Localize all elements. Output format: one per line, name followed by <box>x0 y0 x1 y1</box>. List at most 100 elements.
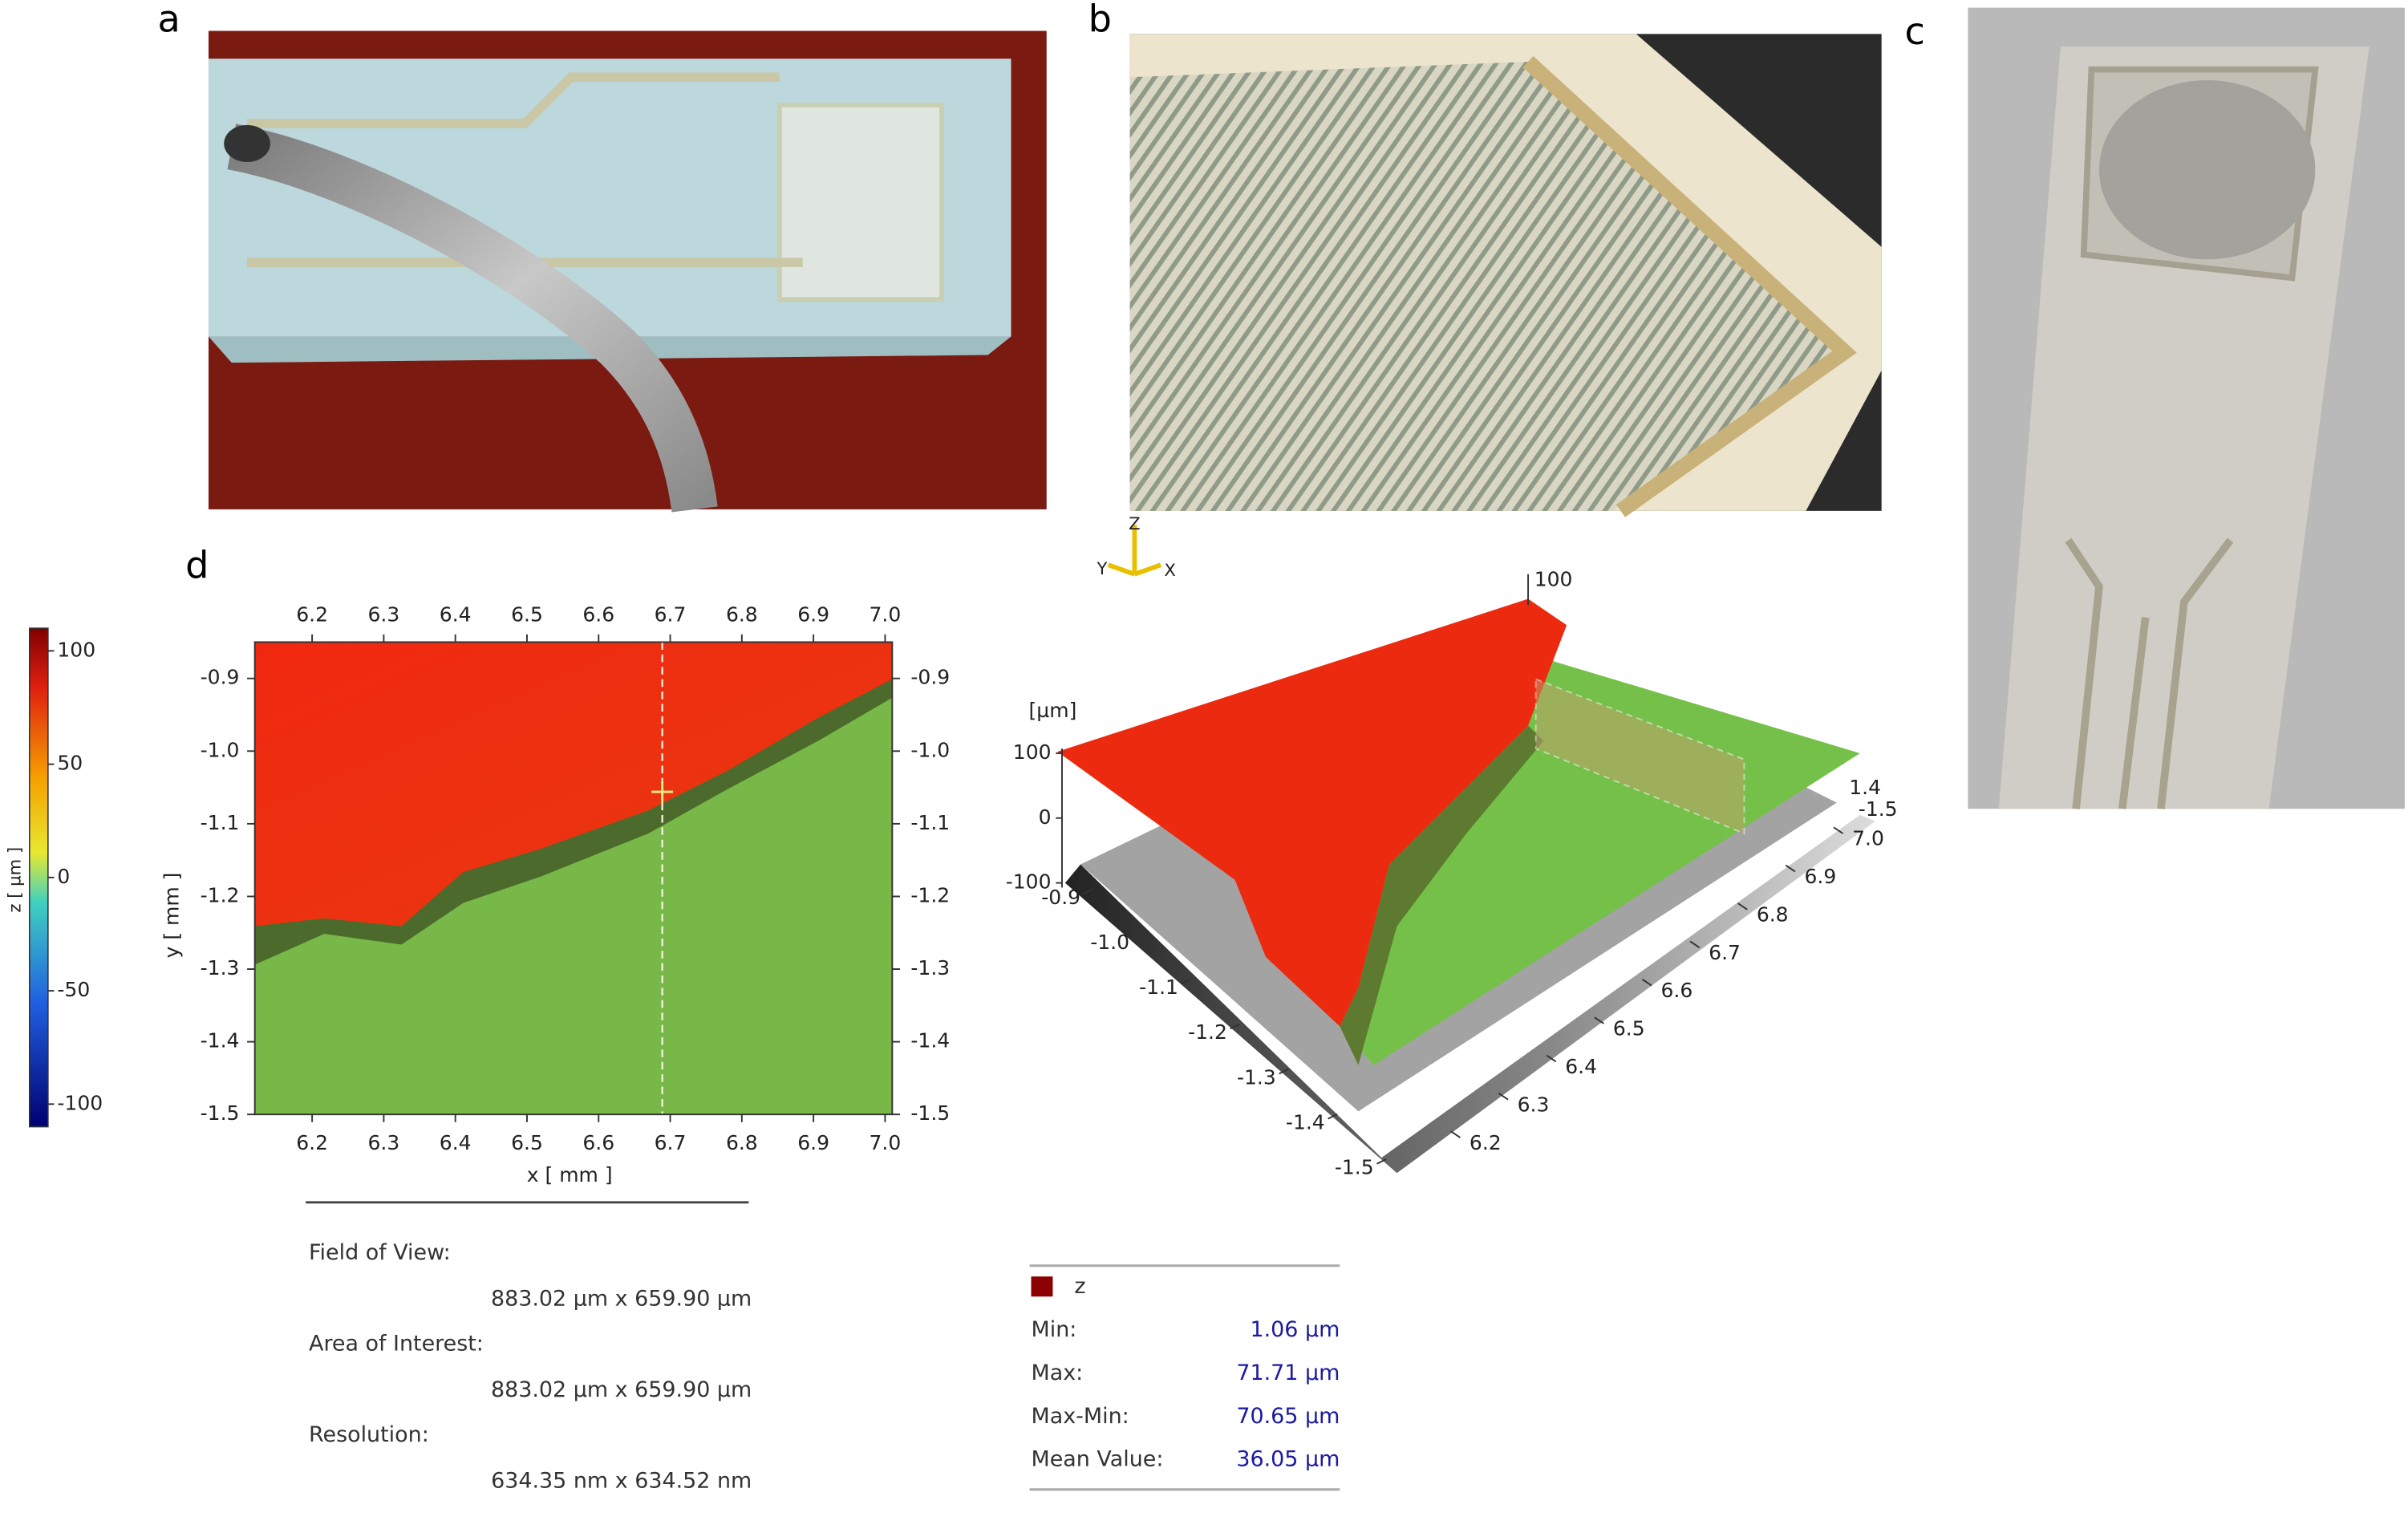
y-tick-label: -1.4 <box>910 1029 950 1052</box>
stat-value: 70.65 µm <box>1236 1404 1340 1429</box>
y-tick-label: -1.1 <box>201 811 240 834</box>
y-axis-label: y [ mm ] <box>160 873 184 959</box>
info-value: 883.02 µm x 659.90 µm <box>491 1287 752 1312</box>
legend-label: z <box>1074 1274 1085 1299</box>
z-tick-label: -100 <box>1006 870 1052 894</box>
y-tick <box>1083 888 1093 894</box>
photo-a <box>208 30 1047 513</box>
y-tick-label: -1.0 <box>201 738 240 761</box>
x-tick-label: 6.8 <box>1757 902 1789 926</box>
y-tick-label: -1.3 <box>910 956 950 979</box>
y-tick-label: -1.0 <box>910 738 950 761</box>
x-tick-label: 6.9 <box>1804 865 1836 888</box>
x-tick <box>1594 1016 1604 1024</box>
x-tick-label: 6.7 <box>1709 941 1741 964</box>
stat-label: Min: <box>1032 1317 1077 1342</box>
x-tick-label: 6.6 <box>1661 979 1693 1002</box>
photo-b <box>1129 34 1882 517</box>
colorbar-tick-label: 0 <box>57 865 70 888</box>
z-top-tick: 100 <box>1534 567 1573 590</box>
x-tick-label: 6.9 <box>797 1131 829 1154</box>
x-tick <box>1450 1130 1461 1138</box>
photo-c <box>1968 7 2405 809</box>
far-y-tick: -1.5 <box>1859 797 1898 821</box>
x-tick-label: 6.4 <box>440 1131 472 1154</box>
far-y-tick: 1.4 <box>1849 776 1881 799</box>
colorbar-tick-label: -50 <box>57 978 90 1001</box>
info-label: Resolution: <box>309 1422 429 1447</box>
y-tick-label: -1.3 <box>201 956 240 979</box>
x-tick <box>1833 826 1844 834</box>
y-tick <box>1132 933 1142 940</box>
x-tick-label: 6.5 <box>511 1131 543 1154</box>
stat-value: 36.05 µm <box>1236 1447 1340 1472</box>
y-tick-label: -1.2 <box>201 883 240 906</box>
y-tick-label: -0.9 <box>201 666 240 689</box>
x-tick <box>1689 940 1701 948</box>
x-tick-label: 6.2 <box>1470 1131 1502 1154</box>
panel-label: c <box>1905 10 1925 53</box>
colorbar <box>28 627 49 1128</box>
x-axis-label: x [ mm ] <box>527 1163 613 1186</box>
height-map <box>253 641 894 1116</box>
x-tick <box>1641 979 1652 987</box>
axis-letter: Z <box>1129 513 1141 533</box>
x-tick <box>1737 902 1748 911</box>
x-tick-label: 6.5 <box>1613 1017 1645 1040</box>
y-tick <box>1230 1023 1240 1030</box>
panel-label: a <box>157 0 180 40</box>
y-tick-label: -1.1 <box>1139 975 1178 999</box>
y-tick <box>1376 1158 1387 1165</box>
y-tick-label: -1.1 <box>910 811 950 834</box>
x-tick-label: 6.8 <box>726 1131 758 1154</box>
axis-letter: X <box>1164 560 1176 580</box>
x-tick-label: 7.0 <box>870 603 902 627</box>
y-tick-label: -1.2 <box>910 883 950 906</box>
stat-value: 1.06 µm <box>1250 1317 1340 1342</box>
z-tick-label: 100 <box>1013 740 1052 764</box>
x-tick-label: 6.2 <box>296 1131 328 1154</box>
stat-label: Mean Value: <box>1032 1447 1164 1472</box>
y-tick-label: -0.9 <box>1041 886 1080 909</box>
info-value: 634.35 nm x 634.52 nm <box>491 1469 752 1494</box>
y-tick-label: -0.9 <box>910 666 950 689</box>
y-tick <box>1181 978 1191 985</box>
y-tick-label: -1.0 <box>1090 931 1129 954</box>
x-tick-label: 6.7 <box>655 603 687 627</box>
x-tick-label: 6.8 <box>726 603 758 627</box>
y-tick-label: -1.5 <box>910 1101 950 1125</box>
y-tick-label: -1.4 <box>1286 1110 1325 1134</box>
x-tick <box>1546 1054 1557 1063</box>
y-tick-label: -1.2 <box>1188 1020 1227 1044</box>
stat-label: Max: <box>1032 1361 1084 1385</box>
x-tick <box>1498 1093 1509 1101</box>
x-tick-label: 6.6 <box>582 603 614 627</box>
x-tick-label: 6.3 <box>1518 1093 1550 1116</box>
x-tick-label: 6.7 <box>655 1131 687 1154</box>
axis-letter: Y <box>1097 558 1108 578</box>
x-tick-label: 7.0 <box>870 1131 902 1154</box>
colorbar-tick-label: 50 <box>57 752 83 775</box>
x-tick-label: 6.4 <box>1565 1055 1597 1078</box>
panel-label: b <box>1088 0 1112 40</box>
info-label: Area of Interest: <box>309 1331 484 1356</box>
z-axis-label: [µm] <box>1029 699 1077 722</box>
x-tick-label: 6.6 <box>582 1131 614 1154</box>
stat-value: 71.71 µm <box>1236 1361 1340 1385</box>
z-tick-label: 0 <box>1039 805 1052 829</box>
panel-label: d <box>185 544 209 587</box>
y-tick-label: -1.4 <box>201 1029 240 1052</box>
y-tick <box>1279 1068 1289 1075</box>
x-tick-label: 6.9 <box>797 603 829 627</box>
x-tick-label: 6.5 <box>511 603 543 627</box>
x-tick-label: 6.3 <box>368 1131 400 1154</box>
legend-swatch <box>1031 1276 1053 1297</box>
x-tick <box>1785 864 1796 873</box>
x-tick-label: 6.2 <box>296 603 328 627</box>
x-tick-label: 7.0 <box>1852 827 1884 850</box>
info-value: 883.02 µm x 659.90 µm <box>491 1377 752 1402</box>
info-label: Field of View: <box>309 1240 451 1265</box>
y-tick-label: -1.5 <box>201 1101 240 1125</box>
colorbar-tick-label: 100 <box>57 638 95 661</box>
